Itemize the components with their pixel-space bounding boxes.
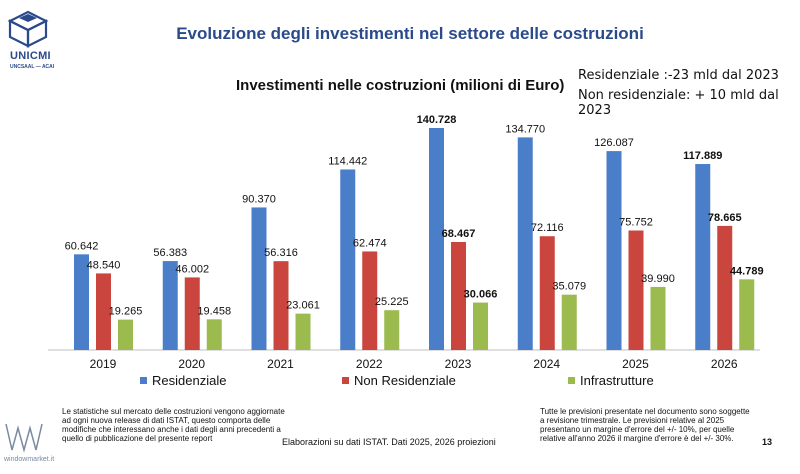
unicmi-logo: UNICMI UNCSAAL — ACAI <box>6 10 58 72</box>
x-tick-label-2021: 2021 <box>267 357 294 371</box>
data-label-non-residenziale-2024: 72.116 <box>531 222 564 234</box>
bar-non-residenziale-2024 <box>539 236 555 350</box>
bar-residenziale-2019 <box>74 254 89 350</box>
bar-non-residenziale-2026 <box>717 225 733 350</box>
data-label-residenziale-2026: 117.889 <box>683 150 722 162</box>
data-label-non-residenziale-2021: 56.316 <box>264 247 298 259</box>
bar-residenziale-2025 <box>606 151 622 350</box>
bar-infrastrutture-2019 <box>118 319 133 350</box>
data-label-infrastrutture-2021: 23.061 <box>286 300 320 312</box>
bar-residenziale-2021 <box>251 207 267 350</box>
bar-infrastrutture-2020 <box>206 319 222 350</box>
bar-non-residenziale-2022 <box>362 251 378 350</box>
legend-label-non-residenziale: Non Residenziale <box>354 373 456 388</box>
note-residenziale: Residenziale :-23 mld dal 2023 <box>578 68 779 83</box>
bar-non-residenziale-2025 <box>628 230 644 350</box>
bar-non-residenziale-2021 <box>273 261 289 350</box>
data-label-infrastrutture-2019: 19.265 <box>109 306 143 318</box>
data-label-residenziale-2022: 114.442 <box>328 155 367 167</box>
x-tick-label-2026: 2026 <box>711 357 738 371</box>
data-label-non-residenziale-2023: 68.467 <box>442 228 476 240</box>
bar-infrastrutture-2024 <box>561 294 577 350</box>
legend: Residenziale Non Residenziale Infrastruttu… <box>140 373 654 388</box>
data-label-non-residenziale-2022: 62.474 <box>353 237 387 249</box>
chart-title: Investimenti nelle costruzioni (milioni … <box>236 77 565 94</box>
bar-infrastrutture-2025 <box>650 286 666 350</box>
bars-group: 60.642 48.540 19.265 2019 56.383 46.002 19.458… <box>65 114 764 371</box>
data-label-residenziale-2025: 126.087 <box>594 137 634 149</box>
legend-swatch-residenziale <box>140 377 147 384</box>
data-label-infrastrutture-2026: 44.789 <box>730 265 764 277</box>
data-label-non-residenziale-2019: 48.540 <box>87 259 121 271</box>
data-label-residenziale-2020: 56.383 <box>153 247 187 259</box>
cube-logo-icon <box>7 10 49 48</box>
bar-infrastrutture-2022 <box>384 310 400 350</box>
x-tick-label-2024: 2024 <box>533 357 560 371</box>
x-tick-label-2022: 2022 <box>356 357 383 371</box>
bar-residenziale-2020 <box>162 261 178 350</box>
x-tick-label-2020: 2020 <box>178 357 205 371</box>
logo-text: UNICMI <box>10 50 51 62</box>
data-label-residenziale-2024: 134.770 <box>505 123 545 135</box>
bar-infrastrutture-2021 <box>295 313 311 350</box>
x-tick-label-2023: 2023 <box>445 357 472 371</box>
data-label-non-residenziale-2026: 78.665 <box>708 212 742 224</box>
bar-non-residenziale-2020 <box>184 277 200 350</box>
data-label-infrastrutture-2024: 35.079 <box>552 281 586 293</box>
data-label-non-residenziale-2025: 75.752 <box>619 217 653 229</box>
data-label-infrastrutture-2020: 19.458 <box>197 305 231 317</box>
data-label-residenziale-2019: 60.642 <box>65 240 99 252</box>
bar-residenziale-2022 <box>340 169 356 350</box>
bar-infrastrutture-2026 <box>739 279 755 350</box>
footer-note-left: Le statistiche sul mercato delle costruz… <box>62 407 285 443</box>
bar-non-residenziale-2019 <box>96 273 111 350</box>
legend-label-residenziale: Residenziale <box>152 373 226 388</box>
bar-residenziale-2023 <box>429 128 444 350</box>
bar-infrastrutture-2023 <box>473 302 488 350</box>
page-title: Evoluzione degli investimenti nel settor… <box>176 24 644 43</box>
note-non-residenziale: Non residenziale: + 10 mld dal 2023 <box>578 88 779 118</box>
logo-subtext: UNCSAAL — ACAI <box>10 64 55 70</box>
data-label-residenziale-2023: 140.728 <box>417 114 457 126</box>
data-label-infrastrutture-2022: 25.225 <box>375 296 409 308</box>
x-tick-label-2025: 2025 <box>622 357 649 371</box>
legend-swatch-infrastrutture <box>568 377 575 384</box>
bar-non-residenziale-2023 <box>451 241 466 350</box>
watermark-text: windowmarket.it <box>4 456 55 463</box>
footer-note-right: Tutte le previsioni presentate nel docum… <box>540 407 750 443</box>
x-tick-label-2019: 2019 <box>90 357 117 371</box>
watermark-logo: windowmarket.it <box>4 420 68 472</box>
legend-swatch-non-residenziale <box>342 377 349 384</box>
footer-source: Elaborazioni su dati ISTAT. Dati 2025, 2… <box>282 437 496 447</box>
legend-label-infrastrutture: Infrastrutture <box>580 373 654 388</box>
data-label-infrastrutture-2025: 39.990 <box>641 273 675 285</box>
page-number: 13 <box>762 437 773 447</box>
windowmarket-logo-icon <box>5 423 43 453</box>
data-label-residenziale-2021: 90.370 <box>242 193 276 205</box>
data-label-non-residenziale-2020: 46.002 <box>175 263 209 275</box>
bar-residenziale-2024 <box>517 137 533 350</box>
data-label-infrastrutture-2023: 30.066 <box>464 289 498 301</box>
bar-residenziale-2026 <box>695 164 711 350</box>
